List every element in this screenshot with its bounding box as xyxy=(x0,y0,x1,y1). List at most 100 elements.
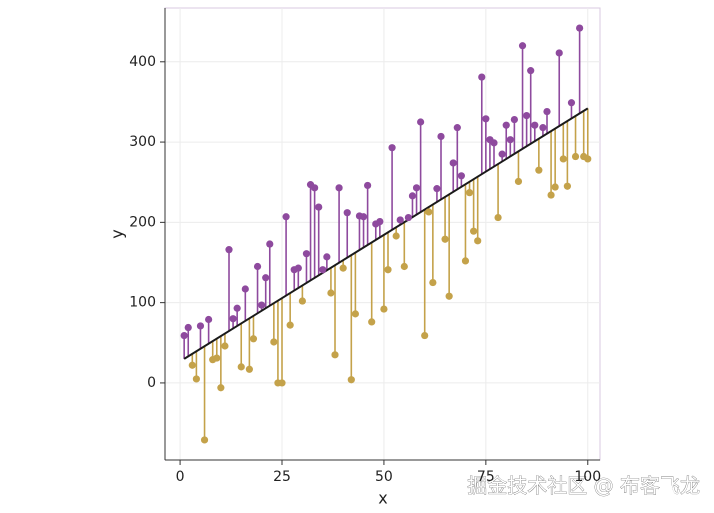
point xyxy=(331,351,339,359)
point xyxy=(433,185,441,193)
marks xyxy=(180,24,592,444)
point xyxy=(429,278,437,287)
point xyxy=(253,262,262,271)
point xyxy=(298,297,306,305)
point xyxy=(567,99,576,107)
point xyxy=(461,257,470,265)
point xyxy=(282,213,290,221)
point xyxy=(319,266,327,274)
point xyxy=(453,124,461,132)
point xyxy=(180,331,188,340)
point xyxy=(302,250,311,258)
point xyxy=(494,213,502,222)
point xyxy=(237,363,245,371)
x-tick-label: 0 xyxy=(176,469,185,485)
point xyxy=(421,331,429,340)
point xyxy=(380,305,388,313)
point xyxy=(266,240,274,248)
point xyxy=(425,208,433,216)
point xyxy=(347,376,355,384)
point xyxy=(474,237,482,245)
point xyxy=(539,124,547,132)
point xyxy=(245,365,253,373)
point xyxy=(196,322,205,330)
point xyxy=(441,235,449,243)
point xyxy=(396,216,404,224)
fit-line xyxy=(183,107,589,360)
point xyxy=(184,323,192,332)
point xyxy=(364,181,372,190)
y-tick-label: 0 xyxy=(147,375,156,391)
point xyxy=(384,266,392,274)
point xyxy=(286,321,294,329)
point xyxy=(518,42,527,50)
plot-area xyxy=(164,7,601,461)
point xyxy=(490,139,498,147)
point xyxy=(294,264,302,272)
x-axis-label: x xyxy=(378,489,387,508)
point xyxy=(408,192,417,200)
point xyxy=(543,107,551,116)
point xyxy=(327,289,335,297)
point xyxy=(311,184,319,192)
point xyxy=(368,318,376,326)
y-tick-label: 300 xyxy=(129,134,156,150)
point xyxy=(241,285,249,293)
point xyxy=(359,213,368,221)
point xyxy=(559,155,567,163)
y-axis-label: y xyxy=(108,229,127,238)
point xyxy=(449,159,457,167)
point xyxy=(576,24,584,32)
point xyxy=(502,121,510,129)
point xyxy=(278,379,286,387)
point xyxy=(535,166,543,174)
point xyxy=(351,310,359,318)
point xyxy=(445,292,453,300)
point xyxy=(470,227,478,235)
point xyxy=(376,217,384,226)
point xyxy=(221,342,229,350)
point xyxy=(249,335,258,343)
point xyxy=(482,115,490,123)
point xyxy=(547,191,555,199)
point xyxy=(457,172,465,180)
point xyxy=(527,67,535,75)
point xyxy=(315,203,323,211)
point xyxy=(270,338,278,346)
point xyxy=(323,253,331,261)
point xyxy=(229,315,237,323)
x-tick-label: 75 xyxy=(477,469,495,485)
point xyxy=(563,182,571,190)
point xyxy=(188,361,196,369)
point xyxy=(478,73,486,81)
point xyxy=(335,184,343,192)
point xyxy=(339,264,347,272)
point xyxy=(437,132,445,141)
point xyxy=(514,177,523,186)
grid xyxy=(165,8,600,460)
point xyxy=(531,121,539,129)
point xyxy=(225,246,233,254)
point xyxy=(510,115,518,124)
point xyxy=(571,152,580,161)
x-tick-label: 25 xyxy=(273,469,291,485)
watermark: 掘金技术社区 @ 布客飞龙 xyxy=(467,474,700,498)
point xyxy=(404,213,412,222)
point xyxy=(233,304,241,312)
point xyxy=(343,209,351,217)
point xyxy=(388,144,396,152)
x-tick-label: 50 xyxy=(375,469,393,485)
y-tick-label: 100 xyxy=(129,295,156,311)
y-tick-label: 200 xyxy=(129,214,156,230)
point xyxy=(258,301,266,309)
point xyxy=(392,232,400,240)
point xyxy=(498,150,506,158)
point xyxy=(192,375,200,383)
point xyxy=(412,184,421,192)
y-tick-label: 400 xyxy=(129,54,156,70)
point xyxy=(551,183,559,191)
point xyxy=(262,274,270,282)
x-tick-label: 100 xyxy=(574,469,601,485)
point xyxy=(200,436,209,444)
